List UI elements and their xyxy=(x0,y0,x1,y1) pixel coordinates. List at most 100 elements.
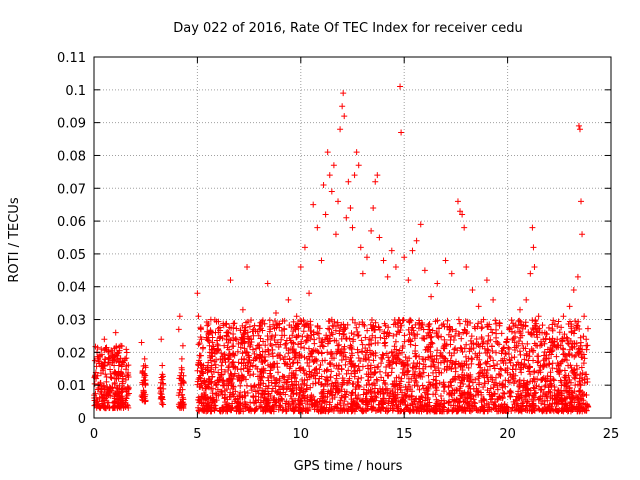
data-point-bulk xyxy=(102,345,109,352)
data-point-bulk xyxy=(385,372,392,379)
data-point-bulk xyxy=(459,367,466,374)
x-tick-label: 0 xyxy=(90,427,98,442)
data-point-bulk xyxy=(390,393,397,400)
data-point-bulk xyxy=(549,335,556,342)
data-point-bulk xyxy=(454,408,461,415)
data-point-bulk xyxy=(469,356,476,363)
data-point-bulk xyxy=(448,392,455,399)
data-point-bulk xyxy=(295,332,302,339)
data-point-bulk xyxy=(545,389,552,396)
data-point-bulk xyxy=(555,318,562,325)
data-point-bulk xyxy=(223,386,230,393)
data-point-bulk xyxy=(492,374,499,381)
data-point-bulk xyxy=(412,368,419,375)
data-point-bulk xyxy=(220,320,227,327)
data-point-bulk xyxy=(501,344,508,351)
data-point-bulk xyxy=(386,330,393,337)
data-point-bulk xyxy=(433,380,440,387)
data-point-bulk xyxy=(404,368,411,375)
data-point-bulk xyxy=(93,363,100,370)
data-point-bulk xyxy=(275,369,282,376)
data-point-bulk xyxy=(251,383,258,390)
data-point-bulk xyxy=(116,386,123,393)
data-point-bulk xyxy=(458,377,465,384)
data-point xyxy=(570,287,577,294)
data-point-bulk xyxy=(576,350,583,357)
data-point-bulk xyxy=(447,379,454,386)
data-point-bulk xyxy=(412,342,419,349)
data-point-bulk xyxy=(160,401,167,408)
data-point-bulk xyxy=(349,407,356,414)
data-point-bulk xyxy=(466,345,473,352)
data-point-bulk xyxy=(245,352,252,359)
data-point-bulk xyxy=(376,401,383,408)
data-point-bulk xyxy=(452,376,459,383)
data-point-bulk xyxy=(223,336,230,343)
data-point xyxy=(179,342,186,349)
data-point-bulk xyxy=(218,388,225,395)
data-point xyxy=(527,270,534,277)
data-point-bulk xyxy=(228,382,235,389)
data-point-bulk xyxy=(453,386,460,393)
data-point-bulk xyxy=(290,407,297,414)
data-point-bulk xyxy=(546,388,553,395)
data-point-bulk xyxy=(316,335,323,342)
data-point-bulk xyxy=(241,388,248,395)
data-point xyxy=(320,181,327,188)
data-point-bulk xyxy=(560,408,567,415)
data-point-bulk xyxy=(102,395,109,402)
data-point xyxy=(341,113,348,120)
data-point-bulk xyxy=(221,342,228,349)
data-point-bulk xyxy=(384,408,391,415)
data-point-bulk xyxy=(245,406,252,413)
data-point-bulk xyxy=(545,324,552,331)
data-point xyxy=(141,355,148,362)
data-point-bulk xyxy=(270,396,277,403)
data-point-bulk xyxy=(352,386,359,393)
data-point xyxy=(529,224,536,231)
data-point-bulk xyxy=(452,332,459,339)
data-point-bulk xyxy=(119,385,126,392)
data-point-bulk xyxy=(391,317,398,324)
data-point-bulk xyxy=(583,391,590,398)
data-point-bulk xyxy=(328,368,335,375)
data-point-bulk xyxy=(323,374,330,381)
data-point-bulk xyxy=(413,353,420,360)
data-point-bulk xyxy=(272,341,279,348)
data-point xyxy=(554,323,561,330)
data-point-bulk xyxy=(526,353,533,360)
data-point xyxy=(548,339,555,346)
data-point-bulk xyxy=(518,392,525,399)
data-point-bulk xyxy=(323,332,330,339)
data-point-bulk xyxy=(402,401,409,408)
data-point xyxy=(215,342,222,349)
data-point-bulk xyxy=(301,322,308,329)
data-point-bulk xyxy=(306,323,313,330)
data-point-bulk xyxy=(229,376,236,383)
data-point-bulk xyxy=(425,344,432,351)
data-point-bulk xyxy=(342,335,349,342)
data-point-bulk xyxy=(196,340,203,347)
data-point-bulk xyxy=(540,407,547,414)
data-point-bulk xyxy=(561,404,568,411)
data-point-bulk xyxy=(230,391,237,398)
data-point-bulk xyxy=(313,370,320,377)
data-point-bulk xyxy=(338,365,345,372)
data-point-bulk xyxy=(543,352,550,359)
data-point-bulk xyxy=(549,347,556,354)
data-point-bulk xyxy=(564,340,571,347)
data-point xyxy=(289,346,296,353)
data-point-bulk xyxy=(347,342,354,349)
data-point-bulk xyxy=(221,368,228,375)
data-point-bulk xyxy=(433,330,440,337)
data-point xyxy=(349,224,356,231)
data-point xyxy=(576,126,583,133)
data-point xyxy=(337,126,344,133)
data-point-bulk xyxy=(196,383,203,390)
data-point-bulk xyxy=(215,318,222,325)
data-point xyxy=(574,273,581,280)
data-point-bulk xyxy=(481,397,488,404)
data-point-bulk xyxy=(263,406,270,413)
data-point-bulk xyxy=(527,371,534,378)
data-point-bulk xyxy=(436,380,443,387)
